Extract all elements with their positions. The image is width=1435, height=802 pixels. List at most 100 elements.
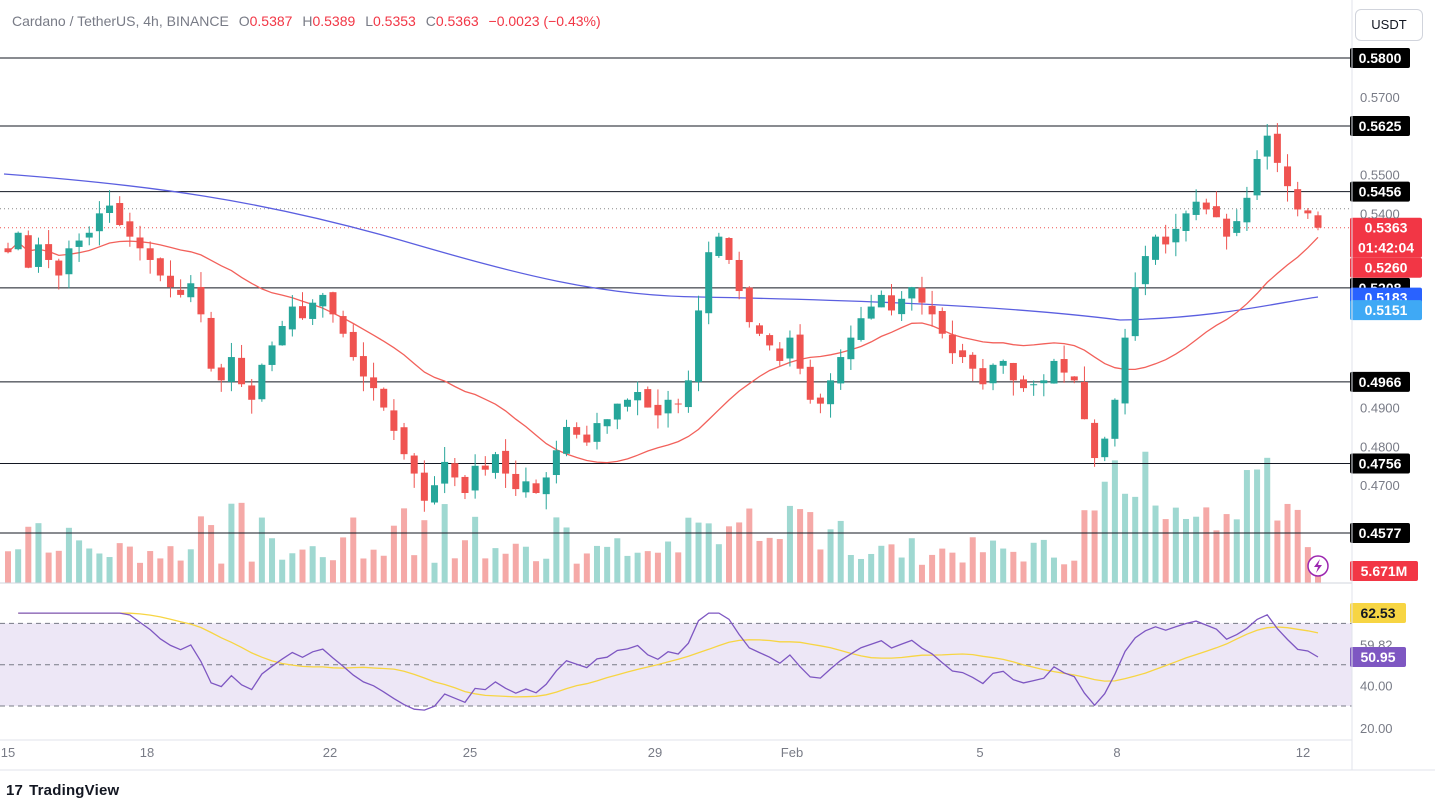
volume-bar — [543, 558, 550, 583]
candle-body — [1294, 189, 1302, 210]
volume-bar — [421, 520, 428, 583]
volume-tag-label: 5.671M — [1361, 563, 1408, 579]
volume-bar — [715, 544, 722, 583]
candle-body — [1050, 360, 1058, 384]
volume-bar — [624, 555, 631, 583]
volume-bar — [553, 517, 560, 583]
candle-body — [1060, 359, 1068, 373]
volume-bar — [512, 543, 519, 583]
candle-body — [14, 232, 22, 250]
candle-body — [552, 450, 560, 476]
candle-body — [735, 259, 743, 292]
time-tick: 29 — [648, 745, 662, 760]
rsi-tick: 40.00 — [1360, 678, 1393, 693]
candle-body — [95, 213, 103, 232]
volume-bar — [248, 561, 255, 583]
candle-body — [1263, 135, 1271, 157]
volume-bar — [1040, 539, 1047, 583]
volume-bar — [340, 537, 347, 583]
candle-body — [1101, 438, 1109, 458]
candle-body — [390, 410, 398, 431]
volume-bar — [918, 564, 925, 583]
candle-body — [146, 248, 154, 260]
candle-body — [766, 335, 774, 346]
volume-bar — [1203, 507, 1210, 583]
tradingview-logo[interactable]: 17 TradingView — [6, 782, 120, 799]
volume-bar — [238, 502, 245, 583]
candle-body — [857, 318, 865, 340]
volume-bar — [45, 552, 52, 583]
candle-body — [1202, 202, 1210, 210]
close-value: 0.5363 — [435, 13, 479, 29]
time-tick: 25 — [463, 745, 477, 760]
price-tag-label: 0.5363 — [1365, 220, 1408, 236]
open-value: 0.5387 — [249, 13, 293, 29]
candle-body — [816, 397, 824, 404]
volume-tag — [1350, 561, 1418, 581]
volume-bar — [1162, 519, 1169, 583]
ma-slow-line — [3, 173, 1319, 321]
candle-body — [156, 258, 164, 276]
volume-bar — [1294, 509, 1301, 583]
level-tag — [1350, 181, 1410, 202]
time-tick: 15 — [1, 745, 15, 760]
time-tick: Feb — [781, 745, 803, 760]
volume-bar — [766, 537, 773, 583]
high-value: 0.5389 — [312, 13, 356, 29]
price-tag — [1350, 257, 1422, 278]
candle-body — [725, 238, 733, 260]
candle-body — [217, 367, 225, 381]
level-label: 0.4966 — [1359, 374, 1402, 390]
volume-bar — [1182, 518, 1189, 583]
candle-body — [644, 389, 652, 408]
volume-bar — [746, 508, 753, 583]
price-tick: 0.5700 — [1360, 90, 1400, 105]
price-tick: 0.4900 — [1360, 401, 1400, 416]
volume-bar — [1091, 510, 1098, 583]
candle-body — [745, 287, 753, 323]
candle-body — [684, 380, 692, 408]
volume-bar — [675, 552, 682, 583]
volume-bar — [1132, 496, 1139, 583]
price-tag — [1350, 217, 1422, 258]
level-label: 0.5456 — [1359, 184, 1402, 200]
candle-body — [623, 399, 631, 407]
volume-bar — [776, 539, 783, 583]
candle-body — [1192, 201, 1200, 215]
volume-bar — [228, 503, 235, 583]
volume-bar — [654, 552, 661, 583]
candle-body — [431, 485, 439, 503]
candle-body — [877, 294, 885, 308]
currency-button[interactable]: USDT — [1355, 9, 1423, 41]
volume-bar — [25, 526, 32, 583]
volume-bar — [969, 537, 976, 583]
rsi-tag-label: 50.95 — [1360, 649, 1395, 665]
volume-bar — [573, 563, 580, 583]
horizontal-levels[interactable]: 0.58000.56250.54560.52080.49660.47560.45… — [0, 48, 1410, 543]
candle-body — [1009, 362, 1017, 381]
countdown-label: 01:42:04 — [1358, 240, 1414, 256]
volume-bar — [258, 517, 265, 583]
volume-layer — [5, 451, 1321, 583]
ma-fast-line — [7, 236, 1319, 464]
volume-bar — [1122, 493, 1129, 583]
candle-body — [999, 360, 1007, 366]
volume-bar — [309, 546, 316, 583]
time-axis: 15 18 22 25 29 Feb 5 8 12 — [0, 739, 1435, 771]
volume-bar — [431, 562, 438, 583]
volume-bar — [1101, 481, 1108, 583]
volume-bar — [126, 546, 133, 583]
candle-body — [532, 483, 540, 493]
volume-bar — [1142, 451, 1149, 583]
volume-bar — [96, 553, 103, 583]
volume-bar — [705, 523, 712, 583]
volume-bar — [208, 525, 215, 583]
candle-body — [1020, 379, 1028, 389]
candle-body — [116, 203, 124, 226]
volume-bar — [390, 525, 397, 583]
candle-body — [491, 454, 499, 473]
candle-body — [370, 377, 378, 389]
candle-body — [65, 248, 73, 275]
candle-body — [695, 310, 703, 382]
